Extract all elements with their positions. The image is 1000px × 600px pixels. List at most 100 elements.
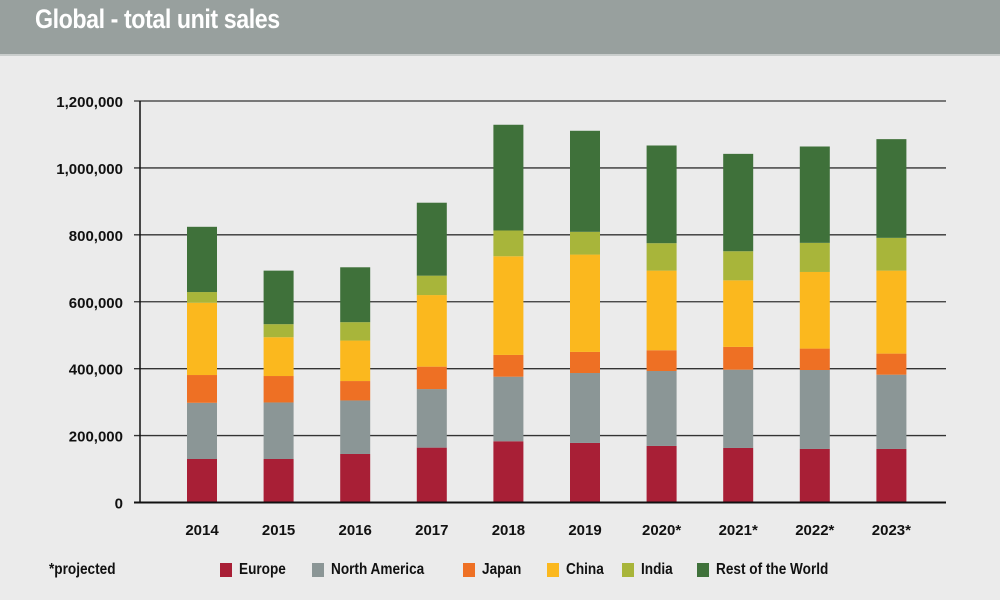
bar-segment-north-america xyxy=(876,374,907,449)
legend-swatch xyxy=(697,563,709,577)
bar-stack-2021 xyxy=(723,153,754,503)
x-tick-label: 2018 xyxy=(492,522,525,539)
legend-swatch xyxy=(547,563,559,577)
bar-segment-japan xyxy=(263,376,294,403)
x-tick-label: 2015 xyxy=(262,522,295,539)
legend-swatch xyxy=(312,563,324,577)
x-axis-ticks: 2014 2015 2016 2017 2018 2019 2020* 2021* 2022* 2… xyxy=(185,522,911,539)
bar-stack-2014 xyxy=(187,226,217,503)
bar-segment-north-america xyxy=(416,389,447,448)
bar-stack-2023 xyxy=(876,139,907,503)
legend-label: Europe xyxy=(239,561,286,578)
x-tick-label: 2014 xyxy=(185,522,219,539)
bar-segment-rest-of-the-world xyxy=(723,153,754,252)
x-tick-label: 2021* xyxy=(719,522,758,539)
bar-stack-2015 xyxy=(263,270,294,503)
bar-segment-rest-of-the-world xyxy=(876,139,907,238)
bar-segment-north-america xyxy=(570,373,600,443)
bar-segment-india xyxy=(646,243,677,271)
bar-segment-india xyxy=(876,237,907,271)
bar-segment-north-america xyxy=(799,370,830,449)
chart-title: Global - total unit sales xyxy=(35,4,280,34)
bar-segment-north-america xyxy=(646,371,677,446)
bar-segment-north-america xyxy=(187,402,217,460)
legend-label: India xyxy=(641,561,673,578)
y-tick-label: 1,000,000 xyxy=(56,161,123,178)
legend-swatch xyxy=(463,563,475,577)
bar-segment-japan xyxy=(416,366,447,390)
legend-label: North America xyxy=(331,561,425,578)
x-tick-label: 2022* xyxy=(795,522,834,539)
header-bar: Global - total unit sales xyxy=(0,0,1000,56)
y-axis-ticks: 0 200,000 400,000 600,000 800,000 1,000,000 1,… xyxy=(56,94,123,513)
bar-segment-europe xyxy=(493,441,524,503)
bar-segment-japan xyxy=(646,350,677,372)
bar-segment-north-america xyxy=(723,369,754,448)
legend-item-japan: Japan xyxy=(463,561,528,579)
bar-stack-2022 xyxy=(799,146,830,503)
bar-segment-china xyxy=(876,270,907,354)
x-tick-label: 2019 xyxy=(568,522,601,539)
legend-label: China xyxy=(566,561,604,578)
y-tick-label: 1,200,000 xyxy=(56,94,123,111)
legend-item-north-america: North America xyxy=(312,561,441,579)
y-tick-label: 600,000 xyxy=(69,295,123,312)
legend-label: Rest of the World xyxy=(716,561,829,578)
x-tick-label: 2023* xyxy=(872,522,911,539)
bar-segment-japan xyxy=(493,354,524,377)
bar-segment-europe xyxy=(263,459,294,503)
bar-segment-europe xyxy=(570,442,600,503)
bar-segment-china xyxy=(187,302,217,376)
bar-segment-europe xyxy=(799,448,830,503)
bar-segment-china xyxy=(493,256,524,355)
bar-segment-china xyxy=(570,254,600,352)
bar-segment-rest-of-the-world xyxy=(799,146,830,243)
bar-segment-japan xyxy=(723,346,754,370)
bar-segment-japan xyxy=(187,375,217,403)
bar-segment-north-america xyxy=(340,400,371,454)
bar-segment-rest-of-the-world xyxy=(570,130,600,232)
bar-segment-rest-of-the-world xyxy=(416,202,447,276)
bar-segment-china xyxy=(646,270,677,351)
bar-stack-2020 xyxy=(646,145,677,503)
bar-stack-2016 xyxy=(340,267,371,503)
projected-footnote: *projected xyxy=(49,561,116,578)
bar-segment-india xyxy=(570,231,600,255)
x-tick-label: 2020* xyxy=(642,522,681,539)
legend-swatch xyxy=(220,563,232,577)
legend-label: Japan xyxy=(482,561,522,578)
bar-segment-india xyxy=(340,322,371,341)
bar-segment-europe xyxy=(876,448,907,503)
bar-segment-india xyxy=(416,275,447,296)
bar-segment-europe xyxy=(646,445,677,503)
bar-segment-north-america xyxy=(263,402,294,460)
bar-segment-rest-of-the-world xyxy=(187,226,217,293)
bar-segment-rest-of-the-world xyxy=(263,270,294,325)
bar-segment-rest-of-the-world xyxy=(340,267,371,323)
bar-segment-rest-of-the-world xyxy=(493,124,524,231)
bar-segment-japan xyxy=(570,351,600,374)
y-tick-label: 400,000 xyxy=(69,362,123,379)
bar-segment-europe xyxy=(340,453,371,503)
bar-segment-north-america xyxy=(493,376,524,442)
bar-segment-japan xyxy=(876,353,907,375)
bar-segment-india xyxy=(723,251,754,281)
y-tick-label: 0 xyxy=(115,496,123,513)
legend-item-europe: Europe xyxy=(220,561,294,579)
x-tick-label: 2017 xyxy=(415,522,448,539)
bar-segment-india xyxy=(799,242,830,272)
bar-segment-japan xyxy=(799,348,830,371)
bar-segment-china xyxy=(723,280,754,347)
bar-segment-europe xyxy=(723,447,754,503)
bar-segment-rest-of-the-world xyxy=(646,145,677,244)
bar-segment-japan xyxy=(340,381,371,401)
bar-stack-2017 xyxy=(416,202,447,503)
bar-segment-china xyxy=(340,340,371,382)
y-tick-label: 800,000 xyxy=(69,228,123,245)
bar-stack-2018 xyxy=(493,124,524,503)
y-tick-label: 200,000 xyxy=(69,429,123,446)
legend-item-china: China xyxy=(547,561,610,579)
legend: *projected Europe North America Japan China… xyxy=(0,558,1000,588)
bar-segment-india xyxy=(263,324,294,338)
